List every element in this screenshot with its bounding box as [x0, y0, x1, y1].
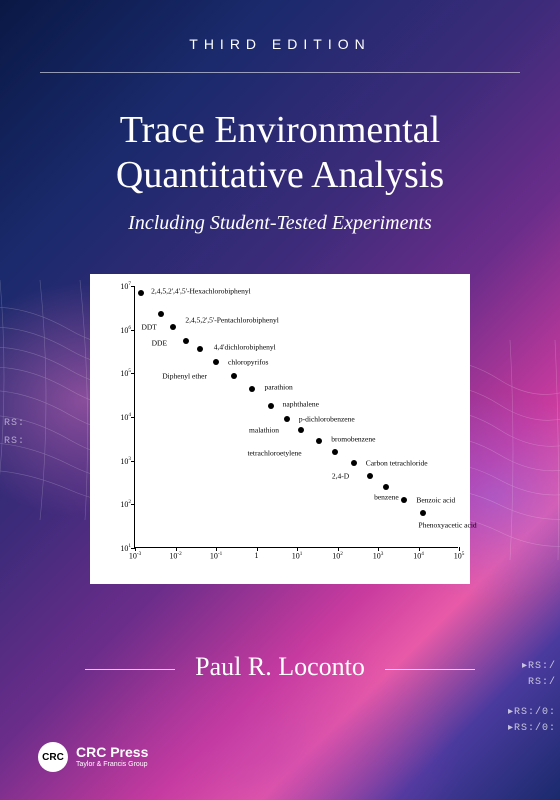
- title-line-1: Trace Environmental: [0, 108, 560, 153]
- data-point: [332, 449, 338, 455]
- data-point-label: parathion: [264, 382, 292, 391]
- publisher-name: CRC Press: [76, 745, 148, 760]
- author-rule-right: [385, 669, 475, 670]
- side-code-left-2: RS:: [4, 436, 25, 447]
- data-point-label: DDT: [141, 323, 156, 332]
- data-point: [231, 373, 237, 379]
- title-block: Trace Environmental Quantitative Analysi…: [0, 108, 560, 235]
- data-point: [367, 473, 373, 479]
- data-point: [268, 403, 274, 409]
- data-point: [138, 290, 144, 296]
- top-rule: [40, 72, 520, 73]
- data-point-label: 2,4,5,2',5'-Pentachlorobiphenyl: [185, 316, 279, 325]
- publisher-block: CRC CRC Press Taylor & Francis Group: [38, 742, 148, 772]
- data-point-label: 2,4-D: [332, 471, 349, 480]
- data-point-label: bromobenzene: [331, 435, 375, 444]
- edition-label: THIRD EDITION: [0, 36, 560, 52]
- data-point-label: 2,4,5,2',4',5'-Hexachlorobiphenyl: [151, 286, 251, 295]
- data-point-label: tetrachloroetylene: [247, 448, 301, 457]
- data-point-label: malathion: [249, 426, 279, 435]
- data-point: [170, 324, 176, 330]
- scatter-chart: 10110210310410510610710-310-210-11101102…: [90, 274, 470, 584]
- data-point-label: DDE: [152, 338, 167, 347]
- data-point: [351, 460, 357, 466]
- publisher-tagline: Taylor & Francis Group: [76, 761, 148, 769]
- data-point: [158, 311, 164, 317]
- data-point: [284, 416, 290, 422]
- data-point-label: 4,4'dichlorobiphenyl: [214, 343, 276, 352]
- data-point-label: p-dichlorobenzene: [299, 415, 355, 424]
- data-point: [183, 338, 189, 344]
- author-name: Paul R. Loconto: [195, 652, 365, 681]
- data-point: [249, 386, 255, 392]
- data-point-label: benzene: [374, 492, 399, 501]
- data-point-label: Benzoic acid: [416, 495, 455, 504]
- side-code-left-1: RS:: [4, 418, 25, 429]
- author-line: Paul R. Loconto: [0, 652, 560, 682]
- data-point-label: Phenoxyacetic acid: [419, 521, 477, 530]
- author-rule-left: [85, 669, 175, 670]
- data-point: [298, 427, 304, 433]
- data-point-label: Carbon tetrachloride: [366, 458, 428, 467]
- publisher-logo: CRC: [38, 742, 68, 772]
- side-code-3: ▸RS:/0:: [508, 706, 556, 718]
- side-code-4: ▸RS:/0:: [508, 722, 556, 734]
- data-point: [420, 510, 426, 516]
- data-point: [383, 484, 389, 490]
- data-point-label: naphthalene: [283, 400, 319, 409]
- data-point-label: chloropyrifos: [228, 358, 268, 367]
- data-point: [401, 497, 407, 503]
- title-line-2: Quantitative Analysis: [0, 153, 560, 198]
- data-point-label: Diphenyl ether: [162, 371, 207, 380]
- subtitle: Including Student-Tested Experiments: [0, 212, 560, 235]
- data-point: [316, 438, 322, 444]
- data-point: [197, 346, 203, 352]
- data-point: [213, 359, 219, 365]
